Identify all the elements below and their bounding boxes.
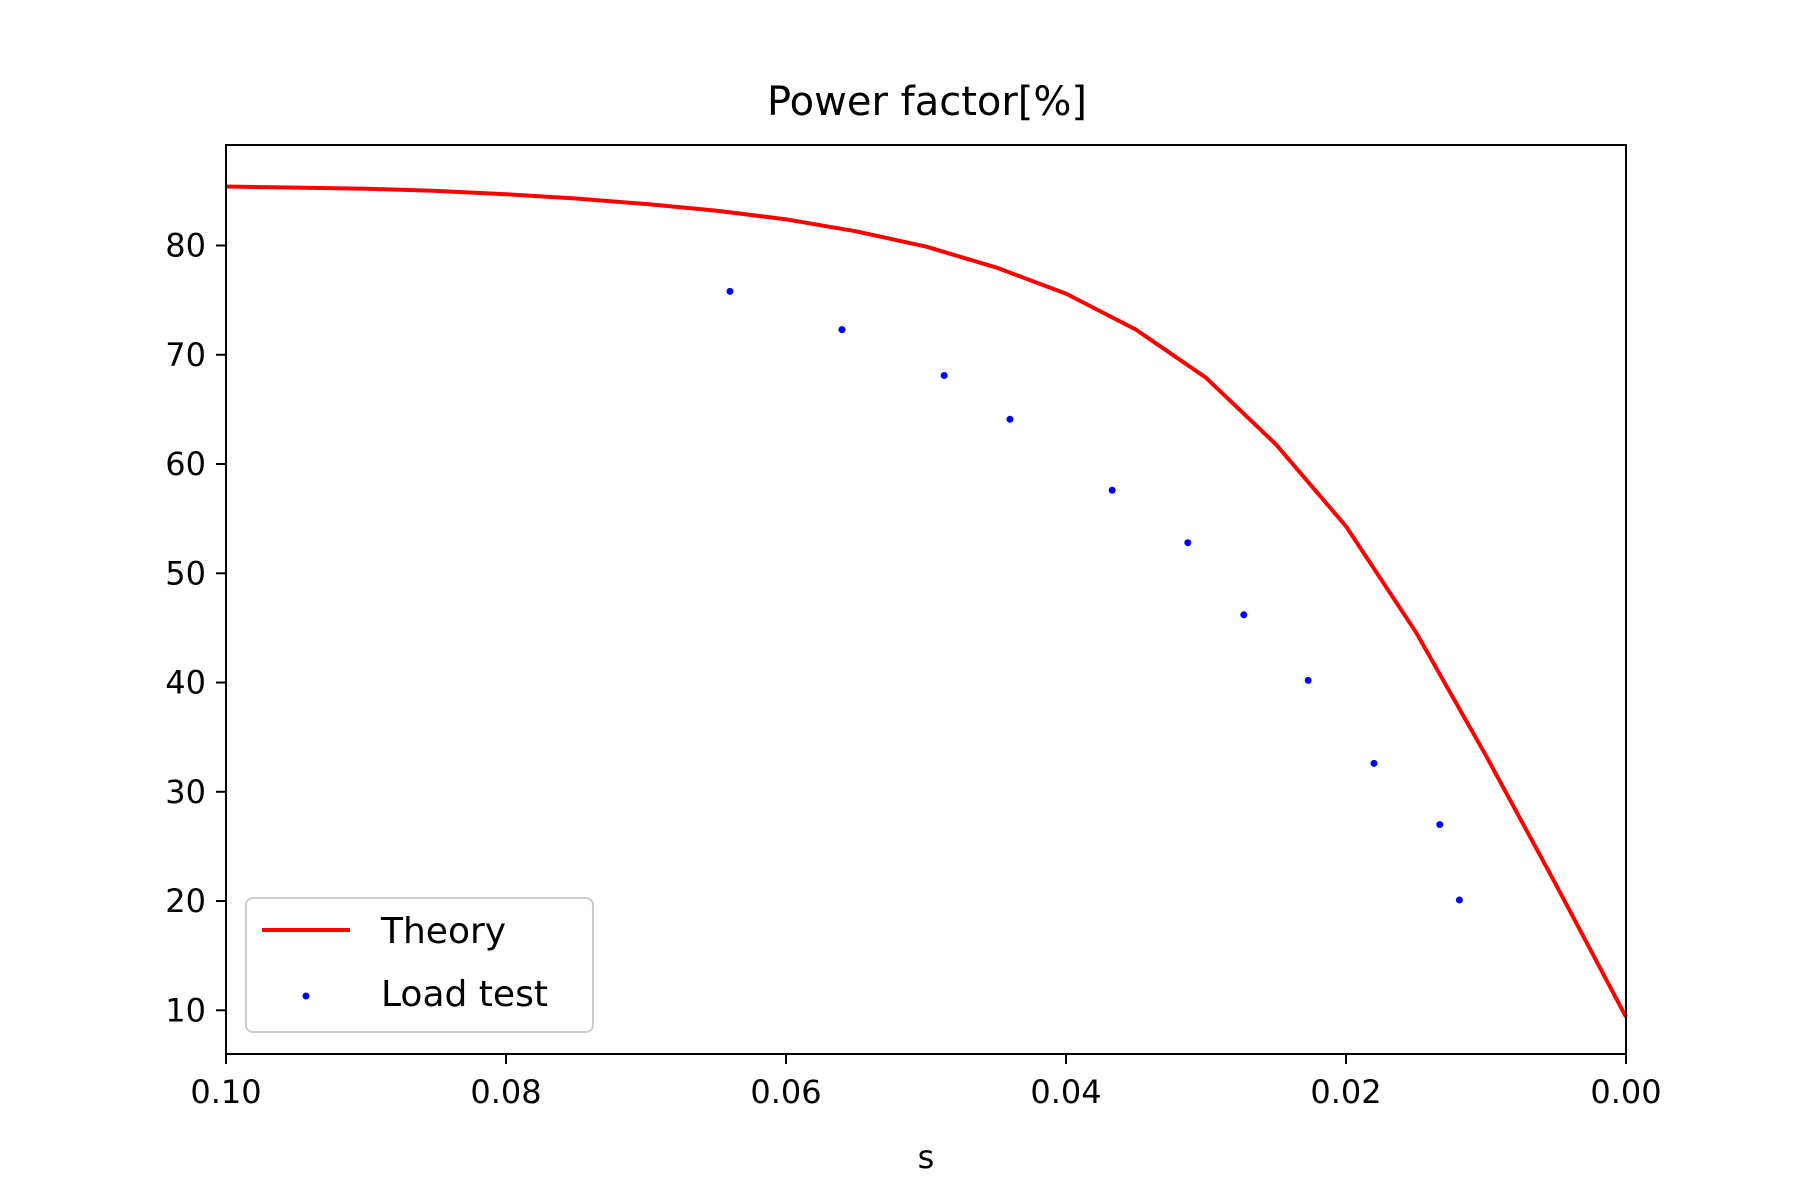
x-tick-label: 0.04: [1030, 1073, 1101, 1111]
plot-frame: [225, 144, 1627, 1055]
y-tick-label: 20: [165, 882, 206, 920]
legend-label-theory: Theory: [380, 911, 506, 952]
x-tick-label: 0.10: [190, 1073, 261, 1111]
x-tick-label: 0.02: [1310, 1073, 1381, 1111]
load-test-point: [838, 326, 846, 334]
y-axis: 10 20 30 40 50 60 70 80: [165, 227, 226, 1029]
plot-area: [225, 184, 1628, 1018]
legend-swatch-load-test: [302, 992, 310, 1000]
load-test-point: [1436, 821, 1444, 829]
y-tick-label: 30: [165, 773, 206, 811]
x-tick-label: 0.00: [1590, 1073, 1661, 1111]
y-tick-label: 40: [165, 664, 206, 702]
y-tick-label: 80: [165, 227, 206, 265]
x-tick-label: 0.08: [470, 1073, 541, 1111]
x-tick-label: 0.06: [750, 1073, 821, 1111]
load-test-point: [1455, 896, 1463, 904]
load-test-point: [1370, 759, 1378, 767]
load-test-point: [1184, 539, 1192, 547]
theory-line: [225, 184, 1628, 1018]
load-test-point: [726, 287, 734, 295]
x-axis-label: s: [918, 1138, 935, 1176]
y-tick-label: 60: [165, 445, 206, 483]
legend: Theory Load test: [245, 897, 594, 1033]
y-tick-label: 70: [165, 336, 206, 374]
legend-label-load-test: Load test: [381, 974, 548, 1015]
y-tick-label: 10: [165, 991, 206, 1029]
load-test-point: [1108, 486, 1116, 494]
chart-title: Power factor[%]: [767, 79, 1087, 125]
load-test-point: [1006, 415, 1014, 423]
y-tick-label: 50: [165, 554, 206, 592]
x-axis: 0.10 0.08 0.06 0.04 0.02 0.00: [190, 1054, 1662, 1111]
load-test-point: [1240, 611, 1248, 619]
load-test-point: [940, 372, 948, 380]
load-test-point: [1304, 676, 1312, 684]
